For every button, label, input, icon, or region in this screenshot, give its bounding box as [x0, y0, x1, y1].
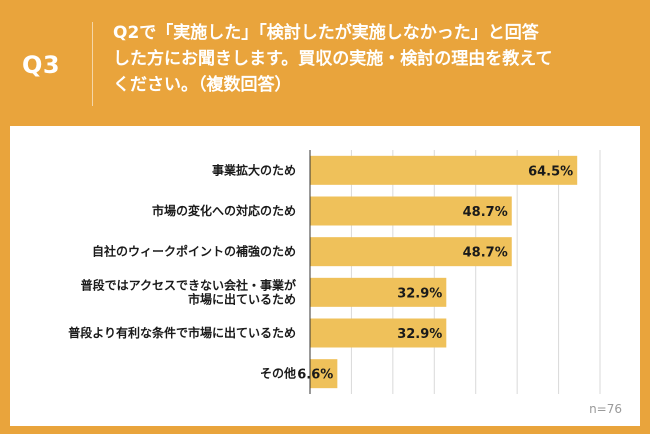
bar: [310, 196, 512, 226]
header-divider: [92, 22, 93, 106]
category-label: 市場に出ているため: [188, 291, 296, 306]
bar: [310, 237, 512, 267]
question-line: Q2で「実施した」「検討したが実施しなかった」と回答: [113, 23, 539, 43]
question-header: Q3 Q2で「実施した」「検討したが実施しなかった」と回答 した方にお聞きします…: [0, 0, 650, 122]
question-line: ください。（複数回答）: [113, 75, 292, 95]
bar: [310, 155, 578, 185]
bar: [310, 359, 338, 389]
data-label: 64.5%: [528, 164, 573, 179]
category-label: 自社のウィークポイントの補強のため: [92, 244, 296, 259]
category-label: 市場の変化への対応のため: [152, 203, 296, 218]
data-label: 48.7%: [463, 205, 508, 220]
category-label: その他: [260, 366, 296, 381]
category-label: 普段ではアクセスできない会社・事業が: [81, 277, 296, 292]
data-label: 32.9%: [397, 286, 442, 301]
chart-panel: 64.5% 事業拡大のため 48.7% 市場の変化への対応のため 48.7% 自社のウィー…: [10, 126, 640, 426]
bar-chart: 64.5% 事業拡大のため 48.7% 市場の変化への対応のため 48.7% 自社のウィー…: [68, 150, 601, 394]
data-label: 48.7%: [463, 246, 508, 261]
category-label: 普段より有利な条件で市場に出ているため: [68, 325, 296, 340]
bar: [310, 318, 447, 348]
question-line: した方にお聞きします。買収の実施・検討の理由を教えて: [113, 49, 553, 69]
question-text: Q2で「実施した」「検討したが実施しなかった」と回答 した方にお聞きします。買収…: [113, 20, 633, 98]
category-label: 事業拡大のため: [212, 162, 296, 177]
sample-size-note: n=76: [589, 402, 622, 416]
data-label: 6.6%: [297, 368, 333, 383]
bar: [310, 277, 447, 307]
question-number: Q3: [22, 51, 61, 79]
data-label: 32.9%: [397, 327, 442, 342]
